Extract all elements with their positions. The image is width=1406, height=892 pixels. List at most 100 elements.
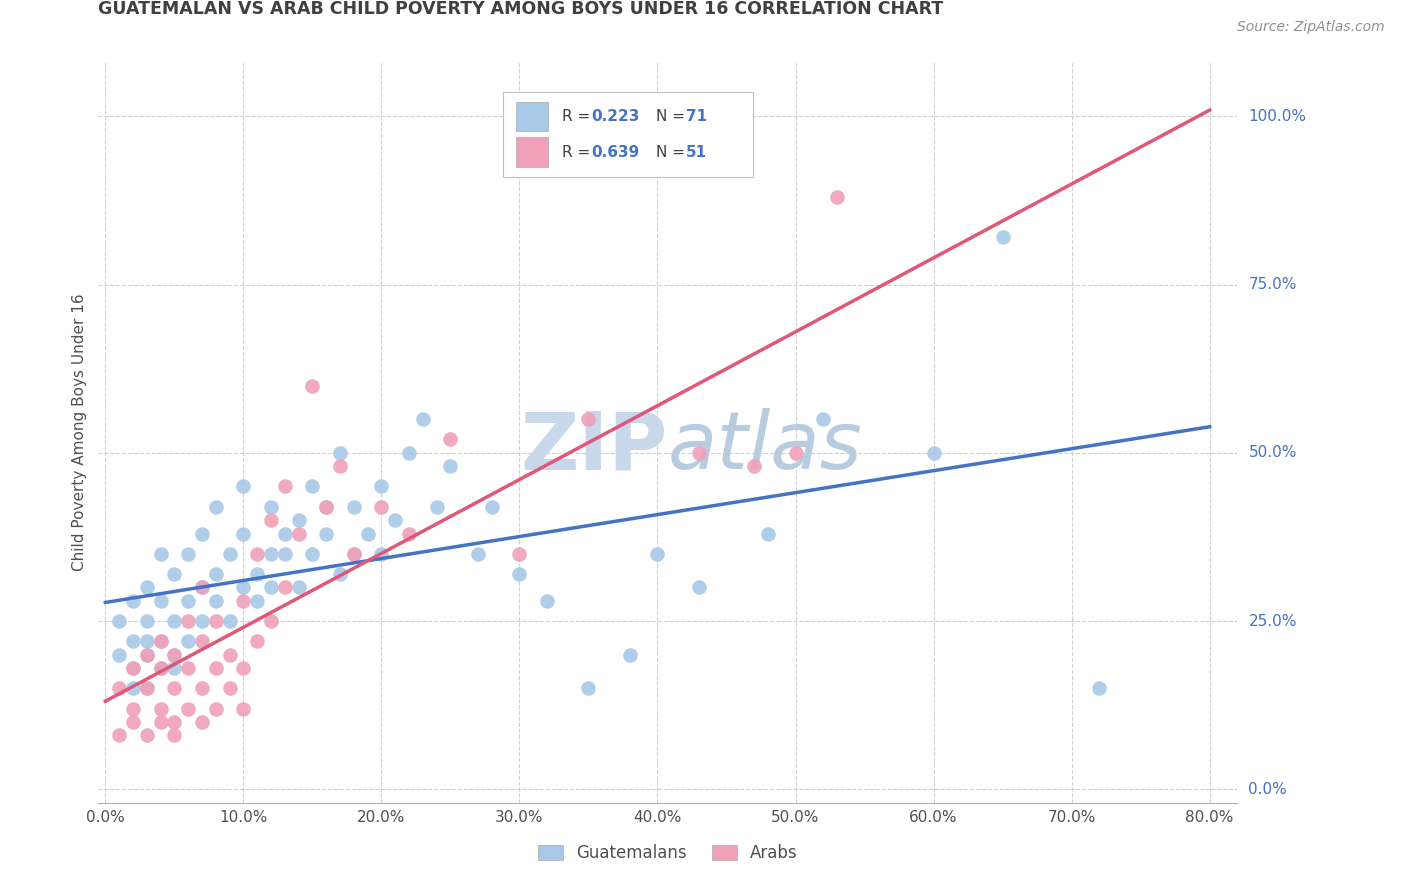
Point [204,594,226,608]
Point [246,547,269,561]
Point [384,513,406,527]
Point [301,378,323,392]
Point [149,661,172,675]
Point [922,446,945,460]
Point [508,547,530,561]
Point [343,547,366,561]
Point [315,526,337,541]
Text: R =: R = [562,109,595,124]
Point [811,412,834,426]
Point [163,614,186,628]
Point [578,412,600,426]
Point [204,661,226,675]
Point [163,566,186,581]
Point [204,566,226,581]
Point [439,459,461,474]
Point [135,581,157,595]
Point [246,566,269,581]
Point [218,614,240,628]
Point [274,581,297,595]
Text: 50.0%: 50.0% [1249,445,1296,460]
Point [191,681,214,696]
Point [246,594,269,608]
Point [370,479,392,493]
Point [122,661,145,675]
Point [742,459,765,474]
Point [149,634,172,648]
Point [232,581,254,595]
Point [177,701,200,715]
Point [122,634,145,648]
Point [232,594,254,608]
Point [287,581,309,595]
Legend: Guatemalans, Arabs: Guatemalans, Arabs [531,838,804,869]
Point [260,581,283,595]
Text: ZIP: ZIP [520,409,668,486]
Point [274,547,297,561]
Y-axis label: Child Poverty Among Boys Under 16: Child Poverty Among Boys Under 16 [72,293,87,572]
Point [122,594,145,608]
Text: 25.0%: 25.0% [1249,614,1296,629]
Text: 75.0%: 75.0% [1249,277,1296,292]
Point [343,547,366,561]
Text: 100.0%: 100.0% [1249,109,1306,124]
Point [108,729,131,743]
Point [149,634,172,648]
Text: 0.223: 0.223 [592,109,640,124]
Point [1088,681,1111,696]
Point [163,714,186,729]
Point [439,433,461,447]
Point [149,661,172,675]
Point [315,500,337,514]
FancyBboxPatch shape [516,102,548,131]
Point [825,190,848,204]
Point [108,681,131,696]
Point [191,581,214,595]
Point [274,479,297,493]
Point [467,547,489,561]
Point [122,701,145,715]
Point [163,729,186,743]
Point [260,614,283,628]
Point [343,500,366,514]
Point [398,526,420,541]
Point [232,479,254,493]
Point [508,566,530,581]
Point [204,701,226,715]
Point [191,614,214,628]
Point [191,714,214,729]
Point [329,446,352,460]
Point [301,479,323,493]
Point [191,634,214,648]
Point [232,661,254,675]
Text: atlas: atlas [668,409,863,486]
Point [647,547,669,561]
Point [356,526,378,541]
Point [122,661,145,675]
Point [688,446,710,460]
Point [135,648,157,662]
Point [218,681,240,696]
Point [177,614,200,628]
Text: R =: R = [562,145,595,160]
Point [785,446,807,460]
Point [287,526,309,541]
Point [191,526,214,541]
Point [260,547,283,561]
Point [135,648,157,662]
Point [991,230,1014,244]
Text: 0.0%: 0.0% [1249,782,1286,797]
Point [163,648,186,662]
Point [426,500,449,514]
Text: Source: ZipAtlas.com: Source: ZipAtlas.com [1237,20,1385,34]
Point [232,526,254,541]
Point [287,513,309,527]
Point [177,661,200,675]
Point [135,634,157,648]
FancyBboxPatch shape [503,92,754,178]
Point [481,500,503,514]
Point [135,614,157,628]
Point [163,681,186,696]
Point [204,500,226,514]
Point [163,648,186,662]
